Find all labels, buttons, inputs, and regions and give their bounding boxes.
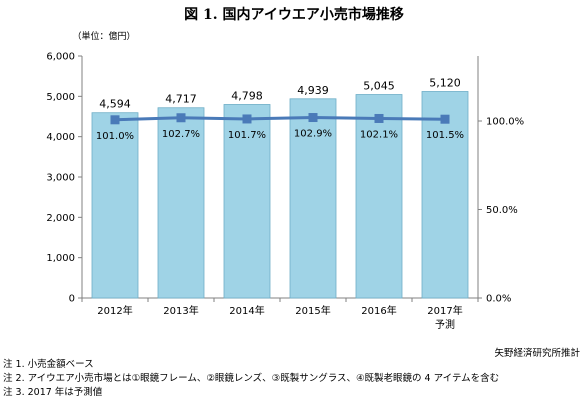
unit-label: （単位：億円） — [72, 30, 135, 42]
bar-2014年 — [223, 104, 271, 299]
growth-rate-label: 101.5% — [426, 130, 464, 141]
y-right-tick-label: 50.0% — [486, 205, 518, 216]
chart-title: 図 1. 国内アイウエア小売市場推移 — [184, 6, 404, 23]
growth-line — [114, 116, 446, 122]
bar-2015年 — [289, 98, 337, 299]
x-tick-label: 2012年 — [97, 304, 132, 317]
x-tick-label: 2013年 — [163, 304, 198, 317]
x-tick-label: 2014年 — [229, 304, 264, 317]
bar-2017年 — [421, 91, 469, 299]
growth-point-2017年 — [440, 114, 450, 124]
y-left-tick-label: 5,000 — [46, 92, 75, 103]
y-left-tick-label: 3,000 — [46, 173, 75, 184]
growth-rate-label: 101.0% — [96, 131, 134, 142]
bar-value-label: 5,120 — [429, 76, 461, 89]
y-left-tick-label: 0 — [69, 294, 75, 305]
bar-value-label: 4,798 — [231, 89, 263, 102]
source-credit: 矢野経済研究所推計 — [494, 348, 580, 359]
bar-value-label: 4,594 — [99, 98, 131, 111]
growth-point-2013年 — [176, 113, 186, 123]
y-left-tick-label: 4,000 — [46, 132, 75, 143]
plot-area: 0 1,000 2,000 3,000 4,000 5,000 6,000 0.0% 50.0%… — [46, 52, 524, 332]
x-tick-label: 2016年 — [361, 304, 396, 317]
x-tick-label: 2015年 — [295, 304, 330, 317]
note-1: 注 1. 小売金額ベース — [3, 359, 94, 370]
y-left-tick-label: 6,000 — [46, 52, 75, 63]
x-tick-sublabel: 予測 — [435, 318, 455, 331]
y-right-tick-label: 100.0% — [486, 117, 524, 128]
growth-point-2016年 — [374, 113, 384, 123]
bar-value-label: 5,045 — [363, 80, 395, 93]
y-right-tick-label: 0.0% — [486, 294, 511, 305]
bar-value-label: 4,717 — [165, 93, 197, 106]
y-left-tick-label: 1,000 — [46, 253, 75, 264]
growth-rate-label: 102.9% — [294, 129, 332, 140]
growth-point-2015年 — [308, 113, 318, 123]
note-3: 注 3. 2017 年は予測値 — [3, 387, 103, 398]
note-2: 注 2. アイウエア小売市場とは①眼鏡フレーム、②眼鏡レンズ、③既製サングラス、… — [3, 373, 500, 384]
bar-2016年 — [355, 94, 403, 299]
y-left-tick-label: 2,000 — [46, 213, 75, 224]
growth-point-2014年 — [242, 114, 252, 124]
x-tick-label: 2017年 — [427, 304, 462, 317]
growth-rate-label: 102.1% — [360, 129, 398, 140]
bar-value-label: 4,939 — [297, 84, 329, 97]
growth-rate-label: 102.7% — [162, 129, 200, 140]
growth-rate-label: 101.7% — [228, 130, 266, 141]
bar-2012年 — [91, 112, 139, 299]
growth-point-2012年 — [110, 115, 120, 125]
bar-2013年 — [157, 107, 205, 299]
